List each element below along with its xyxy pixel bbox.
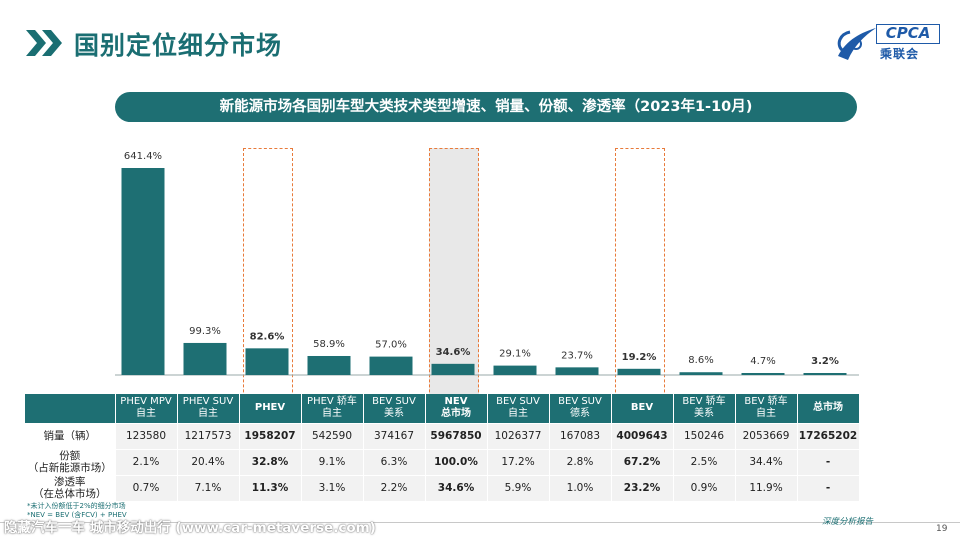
table-cell: 2053669 bbox=[735, 423, 798, 450]
table-cell: - bbox=[797, 449, 860, 476]
table-header-cell: PHEV MPV 自主 bbox=[115, 394, 178, 424]
bar-data-label: 4.7% bbox=[750, 356, 775, 367]
table-cell: - bbox=[797, 475, 860, 502]
table-header-blank bbox=[25, 394, 116, 424]
footnote-1: *未计入份额低于2%的细分市场 bbox=[27, 502, 126, 510]
chart-title-banner: 新能源市场各国别车型大类技术类型增速、销量、份额、渗透率（2023年1-10月) bbox=[115, 92, 857, 122]
bar bbox=[679, 372, 723, 375]
table-row: 渗透率 （在总体市场） 0.7% 7.1% 11.3% 3.1% 2.2% 34.6% 5.9%… bbox=[25, 475, 860, 502]
double-chevron-icon bbox=[26, 30, 62, 56]
bar bbox=[493, 365, 537, 375]
header: 国别定位细分市场 CPCA 乘联会 bbox=[0, 0, 960, 80]
table-row: 销量（辆） 123580 1217573 1958207 542590 374167 596… bbox=[25, 423, 860, 450]
table-cell: 67.2% bbox=[611, 449, 674, 476]
bar bbox=[183, 342, 227, 375]
logo-swirl-icon bbox=[837, 28, 876, 60]
bar-data-label: 8.6% bbox=[688, 355, 713, 366]
table-cell: 0.7% bbox=[115, 475, 178, 502]
bar-data-label: 3.2% bbox=[811, 356, 839, 367]
bar-data-label: 29.1% bbox=[499, 349, 531, 360]
bar bbox=[121, 168, 165, 375]
table-cell: 1958207 bbox=[239, 423, 302, 450]
table-header-cell: PHEV 轿车 自主 bbox=[301, 394, 364, 424]
data-table: PHEV MPV 自主 PHEV SUV 自主 PHEV PHEV 轿车 自主 BEV SUV… bbox=[25, 394, 860, 502]
page-number: 19 bbox=[936, 524, 948, 534]
table-header-cell: BEV SUV 自主 bbox=[487, 394, 550, 424]
table-cell: 2.8% bbox=[549, 449, 612, 476]
footnote-2: *NEV = BEV (含FCV) + PHEV bbox=[27, 511, 127, 519]
table-row-label: 份额 （占新能源市场） bbox=[25, 449, 116, 476]
footer-report-label: 深度分析报告 bbox=[822, 517, 874, 527]
table-cell: 3.1% bbox=[301, 475, 364, 502]
bar bbox=[555, 367, 599, 375]
table-cell: 11.9% bbox=[735, 475, 798, 502]
table-cell: 374167 bbox=[363, 423, 426, 450]
table-row-label: 销量（辆） bbox=[25, 423, 116, 450]
table-cell: 32.8% bbox=[239, 449, 302, 476]
bar-data-label: 99.3% bbox=[189, 326, 221, 337]
table-cell: 2.1% bbox=[115, 449, 178, 476]
table-cell: 542590 bbox=[301, 423, 364, 450]
bar bbox=[369, 356, 413, 375]
bar bbox=[741, 373, 785, 375]
table-cell: 0.9% bbox=[673, 475, 736, 502]
table-cell: 7.1% bbox=[177, 475, 240, 502]
table-cell: 17.2% bbox=[487, 449, 550, 476]
table-cell: 23.2% bbox=[611, 475, 674, 502]
logo-subtext: 乘联会 bbox=[880, 47, 920, 61]
table-cell: 17265202 bbox=[797, 423, 860, 450]
table-row: 份额 （占新能源市场） 2.1% 20.4% 32.8% 9.1% 6.3% 100.0% 17… bbox=[25, 449, 860, 476]
bar bbox=[307, 355, 351, 375]
table-cell: 123580 bbox=[115, 423, 178, 450]
table-header-cell: NEV 总市场 bbox=[425, 394, 488, 424]
logo-text: CPCA bbox=[876, 24, 940, 44]
table-cell: 1026377 bbox=[487, 423, 550, 450]
bar bbox=[803, 373, 847, 375]
bar-data-label: 641.4% bbox=[124, 151, 162, 162]
table-cell: 150246 bbox=[673, 423, 736, 450]
table-header-cell: PHEV bbox=[239, 394, 302, 424]
table-header-cell: BEV 轿车 自主 bbox=[735, 394, 798, 424]
page-title: 国别定位细分市场 bbox=[74, 31, 283, 60]
table-header-cell: BEV bbox=[611, 394, 674, 424]
table-cell: 6.3% bbox=[363, 449, 426, 476]
footer-divider bbox=[0, 522, 960, 523]
footnotes: *未计入份额低于2%的细分市场 *NEV = BEV (含FCV) + PHEV bbox=[27, 502, 127, 520]
table-cell: 5.9% bbox=[487, 475, 550, 502]
table-row-label: 渗透率 （在总体市场） bbox=[25, 475, 116, 502]
table-cell: 4009643 bbox=[611, 423, 674, 450]
footer-watermark: 隐藏汽车一车 城市移动出行 (www.car-metaverse.com) bbox=[4, 520, 376, 536]
table-cell: 167083 bbox=[549, 423, 612, 450]
table-cell: 100.0% bbox=[425, 449, 488, 476]
table-header-cell: BEV 轿车 美系 bbox=[673, 394, 736, 424]
table-header-cell: BEV SUV 德系 bbox=[549, 394, 612, 424]
table-cell: 34.6% bbox=[425, 475, 488, 502]
table-header-row: PHEV MPV 自主 PHEV SUV 自主 PHEV PHEV 轿车 自主 BEV SUV… bbox=[25, 394, 860, 424]
table-cell: 9.1% bbox=[301, 449, 364, 476]
table-header-cell: BEV SUV 美系 bbox=[363, 394, 426, 424]
table-header-cell: 总市场 bbox=[797, 394, 860, 424]
table-cell: 5967850 bbox=[425, 423, 488, 450]
table-cell: 2.5% bbox=[673, 449, 736, 476]
table-cell: 1.0% bbox=[549, 475, 612, 502]
table-cell: 11.3% bbox=[239, 475, 302, 502]
table-cell: 1217573 bbox=[177, 423, 240, 450]
cpca-logo: CPCA 乘联会 bbox=[832, 20, 942, 64]
bar-data-label: 23.7% bbox=[561, 350, 593, 361]
table-cell: 2.2% bbox=[363, 475, 426, 502]
table-cell: 34.4% bbox=[735, 449, 798, 476]
bar-data-label: 58.9% bbox=[313, 339, 345, 350]
table-header-cell: PHEV SUV 自主 bbox=[177, 394, 240, 424]
table-cell: 20.4% bbox=[177, 449, 240, 476]
bar-data-label: 57.0% bbox=[375, 340, 407, 351]
